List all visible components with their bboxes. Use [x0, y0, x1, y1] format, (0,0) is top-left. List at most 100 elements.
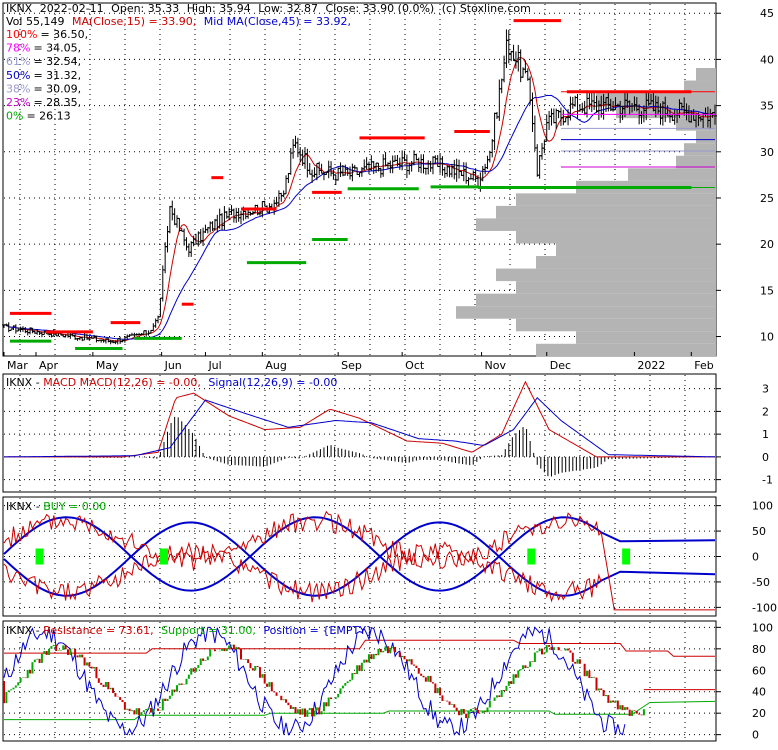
volume-profile-bar [684, 143, 716, 156]
volume-profile-bar [496, 205, 716, 219]
volume-profile-bar [516, 230, 716, 244]
fib-pct: 78% [6, 42, 30, 55]
position-y-tick-label: 20 [752, 707, 766, 720]
x-axis-label: Sep [341, 359, 362, 372]
macd-lines [4, 380, 716, 458]
buy-title: IKNX - BUY = 0.00 [6, 500, 106, 513]
x-axis-label: Feb [694, 359, 713, 372]
fib-pct: 23% [6, 96, 30, 109]
position-y-tick-label: 0 [752, 729, 759, 742]
buy-marker [35, 548, 44, 565]
position-ticker-label: IKNX - [6, 624, 43, 637]
buy-y-tick-label: -100 [752, 601, 777, 614]
x-axis-label: Jun [164, 359, 182, 372]
fib-pct: 100% [6, 28, 37, 41]
svg-text:Vol 55,149 MA(Close,15: Vol 55,149 MA(Close,15) = 33.90, Mid MA(… [6, 15, 351, 28]
buy-lower-band [3, 521, 716, 597]
price-panel: 45 40 35 30 25 20 15 10 Mar Apr May Jun Jul Aug Sep Oc… [2, 2, 774, 372]
fib-legend-entry: 100% = 36.50, [6, 28, 88, 41]
volume-profile-bar [556, 243, 716, 257]
macd-name-label: MACD [43, 376, 76, 389]
volume-profile-bar [516, 281, 716, 294]
fib-legend-entry: 50% = 31.32, [6, 69, 81, 82]
macd-panel: 3 2 1 0 -1 IKNX - MACD MACD(12,26) = -0.00, … [2, 373, 773, 493]
fib-pct: 38% [6, 82, 30, 95]
fib-value: = 31.32, [33, 69, 81, 82]
price-y-tick-label: 40 [760, 53, 774, 66]
position-y-tick-label: 60 [752, 664, 766, 677]
position-label: Position = {EMPTY} [263, 624, 373, 637]
price-y-tick-label: 45 [760, 7, 774, 20]
ticker-label: IKNX [6, 2, 33, 15]
position-y-axis: 100 80 60 40 20 0 [716, 621, 773, 742]
macd-y-tick-label: 0 [762, 451, 769, 464]
macd-y-axis: 3 2 1 0 -1 [716, 383, 773, 487]
high-label: High: 35.94 [187, 2, 251, 15]
svg-text:IKNX 2022-02-11: IKNX 2022-02-11 Open: 35.33 High: 35.94 … [6, 2, 531, 15]
volume-label: Vol 55,149 [6, 15, 64, 28]
ma15-label: MA(Close,15) = 33.90, [72, 15, 196, 28]
buy-ticker-label: IKNX - [6, 500, 43, 513]
close-label: Close: 33.90 (0.0%) [326, 2, 435, 15]
fib-legend-entry: 38% = 30.09, [6, 82, 81, 95]
x-axis-label: Nov [485, 359, 507, 372]
x-axis-label: Mar [7, 359, 28, 372]
fib-value: = 32.54, [33, 55, 81, 68]
fib-value: = 36.50, [40, 28, 88, 41]
volume-profile-bar [684, 80, 716, 94]
buy-signal-lower [3, 541, 602, 603]
buy-marker [159, 548, 168, 565]
x-axis-label: Aug [265, 359, 286, 372]
buy-y-tick-label: 0 [752, 551, 759, 564]
macd-title: IKNX - MACD MACD(12,26) = -0.00, Signal(… [6, 376, 337, 389]
macd-panel-frame [2, 373, 717, 493]
volume-profile-bar [476, 218, 716, 231]
fib-legend-entry: 0% = 26.13 [6, 110, 71, 123]
price-y-tick-label: 20 [760, 238, 774, 251]
fib-pct: 50% [6, 69, 30, 82]
buy-marker [527, 548, 536, 565]
price-header: IKNX 2022-02-11 Open: 35.33 High: 35.94 … [6, 2, 531, 123]
volume-profile-bar [516, 318, 716, 332]
macd-y-tick-label: 3 [762, 383, 769, 396]
volume-profile-bar [536, 343, 716, 357]
resistance-label: Resistance = 73.61, [43, 624, 153, 637]
price-candles [2, 29, 717, 345]
open-label: Open: 35.33 [111, 2, 179, 15]
fib-value: = 34.05, [33, 42, 81, 55]
fib-legend-entry: 78% = 34.05, [6, 42, 81, 55]
position-lines [3, 626, 716, 736]
x-axis-label: Jul [207, 359, 221, 372]
buy-markers [35, 548, 631, 565]
x-axis-label: May [96, 359, 119, 372]
macd-y-tick-label: -1 [762, 474, 773, 487]
volume-profile-bar [516, 193, 716, 206]
buy-y-axis: 100 50 0 -50 -100 [716, 500, 777, 614]
fib-pct: 61% [6, 55, 30, 68]
volume-profile-bar [628, 168, 716, 181]
price-y-axis: 45 40 35 30 25 20 15 10 [716, 7, 774, 344]
volume-profile-bar [696, 68, 716, 81]
price-x-axis: Mar Apr May Jun Jul Aug Sep Oct Nov Dec 2022 Feb [3, 352, 714, 372]
volume-profile-bar [696, 130, 716, 144]
fib-value: = 28.35, [33, 96, 81, 109]
fib-value: = 26.13 [26, 110, 70, 123]
x-axis-label: 2022 [637, 359, 665, 372]
macd-histogram [7, 416, 712, 477]
volume-profile-bar [456, 306, 716, 319]
fib-value: = 30.09, [33, 82, 81, 95]
signal-value-label: Signal(12,26,9) = -0.00 [208, 376, 337, 389]
low-label: Low: 32.87 [258, 2, 318, 15]
buy-marker [622, 548, 631, 565]
fib-legend-entry: 23% = 28.35, [6, 96, 81, 109]
source-label: (c) Stoxline.com [442, 2, 531, 15]
macd-ticker-label: IKNX - [6, 376, 43, 389]
macd-y-tick-label: 1 [762, 428, 769, 441]
macd-line [4, 380, 715, 458]
price-y-tick-label: 25 [760, 192, 774, 205]
price-y-tick-label: 15 [760, 284, 774, 297]
volume-profile-bar [476, 293, 716, 307]
volume-profile-bar [576, 331, 716, 344]
